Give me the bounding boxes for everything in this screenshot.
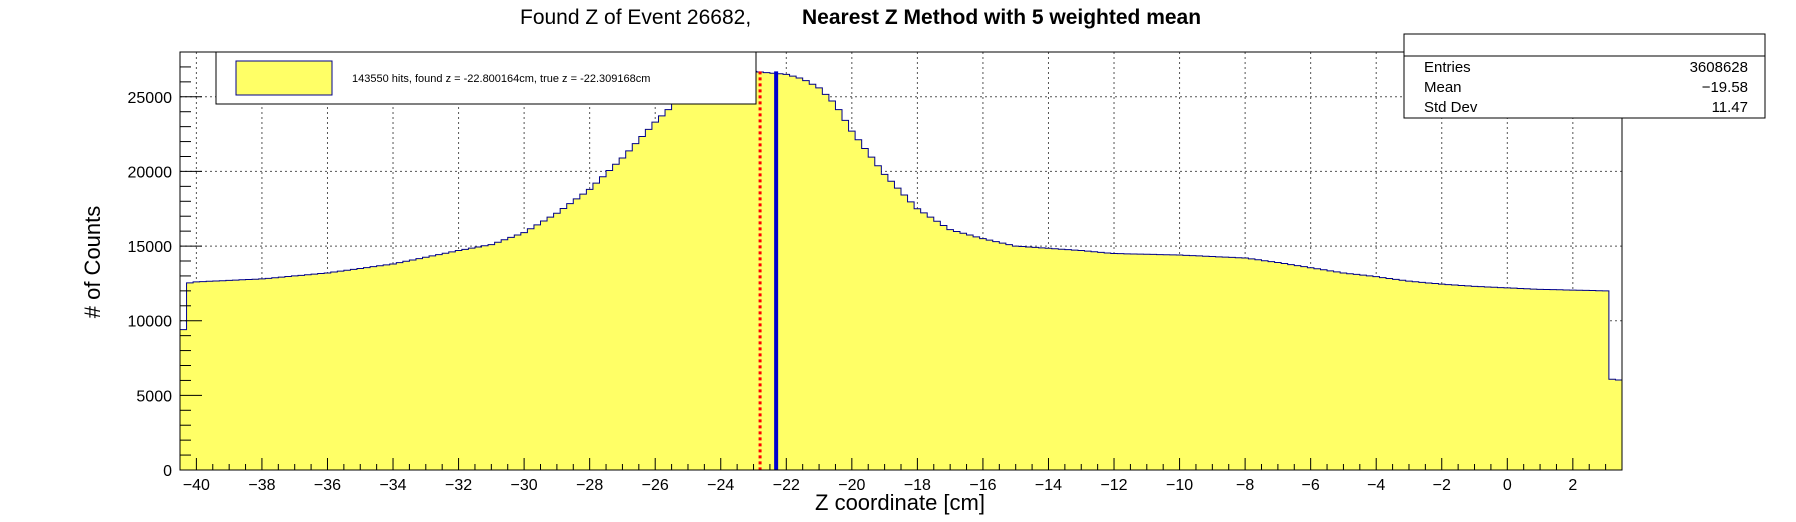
x-tick-label: −40 (183, 477, 210, 494)
x-tick-label: −26 (642, 477, 669, 494)
x-tick-label: −18 (904, 477, 931, 494)
x-tick-label: −34 (379, 477, 406, 494)
x-tick-label: −14 (1035, 477, 1062, 494)
x-tick-label: −8 (1236, 477, 1254, 494)
y-tick-label: 15000 (128, 239, 173, 256)
z-markers (758, 71, 779, 470)
y-tick-label: 20000 (128, 164, 173, 181)
x-tick-label: −16 (969, 477, 996, 494)
x-axis-title: Z coordinate [cm] (815, 490, 985, 515)
x-tick-label: −36 (314, 477, 341, 494)
stats-entries-value: 3608628 (1690, 59, 1748, 76)
y-axis-title: # of Counts (80, 206, 105, 319)
x-tick-label: 2 (1568, 477, 1577, 494)
chart-title-method: Nearest Z Method with 5 weighted mean (802, 6, 1201, 29)
stats-frame (1403, 33, 1766, 119)
x-tick-label: −24 (707, 477, 734, 494)
histogram-fill (180, 71, 1622, 471)
stats-entries-name: Entries (1424, 59, 1471, 76)
x-tick-label: −4 (1367, 477, 1385, 494)
legend: 143550 hits, found z = -22.800164cm, tru… (215, 51, 757, 105)
x-tick-label: −10 (1166, 477, 1193, 494)
x-tick-label: −6 (1302, 477, 1320, 494)
chart-title-prefix: Found Z of Event 26682, (520, 6, 751, 29)
y-tick-label: 10000 (128, 314, 173, 331)
x-tick-label: −28 (576, 477, 603, 494)
y-tick-label: 0 (163, 463, 172, 480)
histogram-area (180, 70, 1622, 471)
x-tick-label: −20 (838, 477, 865, 494)
histogram-outline (180, 70, 1622, 381)
x-tick-label: −2 (1433, 477, 1451, 494)
stats-mean-value: −19.58 (1702, 79, 1748, 96)
y-tick-label: 25000 (128, 90, 173, 107)
stats-stddev-value: 11.47 (1712, 99, 1748, 116)
x-tick-label: −38 (248, 477, 275, 494)
legend-swatch (235, 60, 333, 96)
x-tick-label: −30 (511, 477, 538, 494)
x-tick-label: −12 (1100, 477, 1127, 494)
axis-ticks: −40 −38 −36 −34 −32 −30 −28 −26 −24 −22 −20 −18 −16−… (128, 51, 1623, 494)
legend-label: 143550 hits, found z = -22.800164cm, tru… (352, 73, 650, 85)
stats-mean-name: Mean (1424, 79, 1462, 96)
stats-stddev-name: Std Dev (1424, 99, 1478, 116)
x-tick-label: −22 (773, 477, 800, 494)
y-tick-label: 5000 (136, 388, 172, 405)
stats-box: Entries 3608628 Mean −19.58 Std Dev 11.4… (1403, 33, 1766, 119)
x-tick-label: 0 (1503, 477, 1512, 494)
x-tick-label: −32 (445, 477, 472, 494)
